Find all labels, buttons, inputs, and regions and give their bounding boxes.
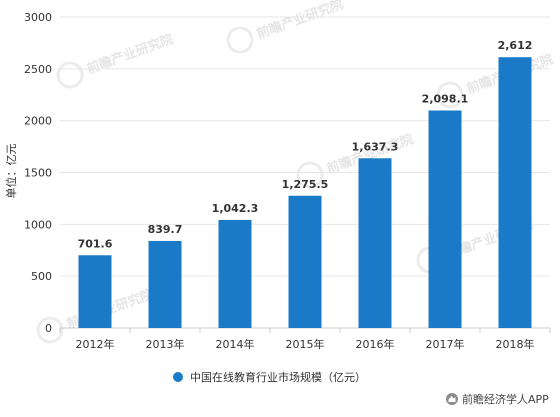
data-label: 1,275.5 (282, 178, 329, 191)
x-tick-label: 2017年 (426, 337, 465, 351)
y-tick-label: 0 (45, 322, 52, 335)
data-label: 1,042.3 (212, 202, 259, 215)
x-tick-label: 2015年 (286, 337, 325, 351)
y-tick-label: 1500 (24, 167, 52, 180)
watermark: 前瞻产业研究院 (226, 0, 346, 54)
data-label: 839.7 (148, 223, 183, 236)
y-tick-label: 3000 (24, 11, 52, 24)
bar (148, 240, 182, 328)
y-axis-label: 单位：亿元 (4, 144, 18, 199)
legend-marker (173, 372, 183, 382)
watermark-logo-icon (36, 316, 64, 344)
watermark-logo-icon (56, 61, 84, 89)
legend: 中国在线教育行业市场规模（亿元） (173, 370, 366, 384)
data-label-group: 701.6 839.7 1,042.3 1,275.5 1,637.3 2,098.1 2,… (78, 39, 533, 250)
data-label: 701.6 (78, 237, 113, 250)
y-tick-label: 2500 (24, 63, 52, 76)
x-tick-group: 2012年 2013年 2014年 2015年 2016年 2017年 2018年 (59, 328, 551, 351)
x-tick-label: 2018年 (496, 337, 535, 351)
source-badge: 前瞻经济学人APP (446, 392, 549, 406)
bar (428, 110, 462, 328)
bar-group (78, 57, 532, 329)
watermark-text: 前瞻产业研究院 (255, 0, 346, 42)
watermark-logo-icon (226, 26, 254, 54)
watermark-logo-icon (436, 81, 464, 109)
y-tick-label: 1000 (24, 218, 52, 231)
x-tick-label: 2016年 (356, 337, 395, 351)
watermark-text: 前瞻产业研究院 (85, 31, 176, 77)
x-tick-label: 2014年 (216, 337, 255, 351)
data-label: 2,098.1 (422, 92, 469, 105)
x-tick-label: 2013年 (146, 337, 185, 351)
data-label: 2,612 (498, 39, 533, 52)
y-tick-label: 2000 (24, 115, 52, 128)
watermark-logo-icon (296, 161, 324, 189)
bar (218, 219, 252, 328)
x-tick-label: 2012年 (76, 337, 115, 351)
data-label: 1,637.3 (352, 140, 399, 153)
y-tick-group: 0 500 1000 1500 2000 2500 3000 (24, 11, 52, 335)
bar (498, 57, 532, 329)
bar (78, 255, 112, 328)
bar (288, 195, 322, 328)
bar (358, 158, 392, 328)
legend-label: 中国在线教育行业市场规模（亿元） (190, 370, 366, 384)
watermark: 前瞻产业研究院 (56, 31, 176, 89)
y-tick-label: 500 (31, 270, 52, 283)
source-text: 前瞻经济学人APP (462, 392, 549, 406)
brand-logo-icon (446, 393, 458, 405)
